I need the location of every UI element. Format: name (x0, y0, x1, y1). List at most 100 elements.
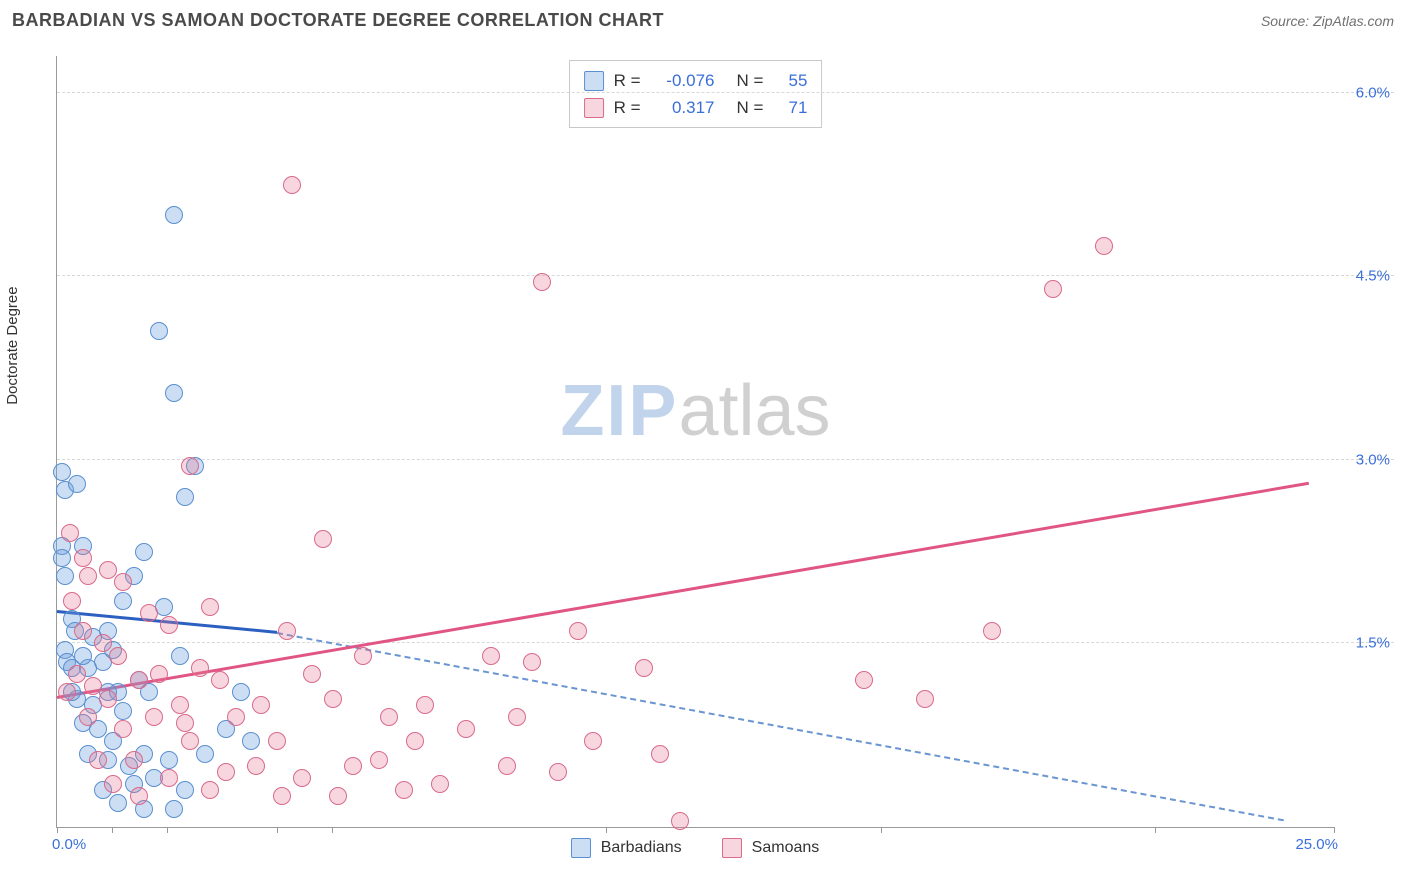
legend-swatch (571, 838, 591, 858)
info-r-label: R = (614, 67, 641, 94)
info-row: R =0.317N =71 (584, 94, 808, 121)
data-point (176, 781, 194, 799)
legend-label: Barbadians (601, 839, 682, 857)
data-point (201, 598, 219, 616)
data-point (201, 781, 219, 799)
data-point (125, 751, 143, 769)
data-point (79, 567, 97, 585)
chart-source: Source: ZipAtlas.com (1261, 13, 1394, 29)
data-point (273, 787, 291, 805)
data-point (145, 708, 163, 726)
data-point (171, 696, 189, 714)
data-point (354, 647, 372, 665)
x-tick (167, 827, 168, 833)
data-point (217, 763, 235, 781)
data-point (176, 488, 194, 506)
info-n-value: 71 (773, 94, 807, 121)
x-tick (332, 827, 333, 833)
data-point (268, 732, 286, 750)
data-point (181, 457, 199, 475)
data-point (252, 696, 270, 714)
data-point (171, 647, 189, 665)
data-point (508, 708, 526, 726)
chart-area: Doctorate Degree ZIPatlas R =-0.076N =55… (12, 48, 1394, 880)
data-point (99, 561, 117, 579)
data-point (232, 683, 250, 701)
data-point (109, 647, 127, 665)
data-point (314, 530, 332, 548)
trend-line (57, 481, 1309, 698)
data-point (523, 653, 541, 671)
data-point (191, 659, 209, 677)
data-point (380, 708, 398, 726)
data-point (176, 714, 194, 732)
gridline (57, 642, 1394, 643)
legend-swatch (722, 838, 742, 858)
x-tick (1334, 827, 1335, 833)
series-legend: Barbadians Samoans (56, 838, 1334, 858)
data-point (68, 475, 86, 493)
data-point (84, 677, 102, 695)
data-point (160, 751, 178, 769)
plot-region: ZIPatlas R =-0.076N =55R =0.317N =71 1.5… (56, 56, 1334, 828)
gridline (57, 459, 1394, 460)
data-point (569, 622, 587, 640)
data-point (114, 702, 132, 720)
info-r-value: 0.317 (651, 94, 715, 121)
gridline (57, 275, 1394, 276)
x-tick (277, 827, 278, 833)
data-point (160, 769, 178, 787)
data-point (498, 757, 516, 775)
info-r-value: -0.076 (651, 67, 715, 94)
data-point (130, 671, 148, 689)
legend-label: Samoans (752, 839, 820, 857)
info-r-label: R = (614, 94, 641, 121)
trend-line (276, 632, 1283, 821)
data-point (130, 787, 148, 805)
data-point (242, 732, 260, 750)
data-point (278, 622, 296, 640)
y-tick-label: 4.5% (1356, 268, 1390, 285)
data-point (109, 794, 127, 812)
gridline (57, 92, 1394, 93)
info-n-label: N = (737, 67, 764, 94)
data-point (114, 720, 132, 738)
data-point (165, 384, 183, 402)
data-point (406, 732, 424, 750)
chart-title: BARBADIAN VS SAMOAN DOCTORATE DEGREE COR… (12, 10, 664, 31)
correlation-info-box: R =-0.076N =55R =0.317N =71 (569, 60, 823, 128)
data-point (227, 708, 245, 726)
legend-item: Barbadians (571, 838, 682, 858)
x-tick (57, 827, 58, 833)
data-point (114, 592, 132, 610)
chart-header: BARBADIAN VS SAMOAN DOCTORATE DEGREE COR… (0, 0, 1406, 37)
data-point (135, 543, 153, 561)
data-point (293, 769, 311, 787)
y-tick-label: 6.0% (1356, 84, 1390, 101)
y-tick-label: 1.5% (1356, 635, 1390, 652)
data-point (584, 732, 602, 750)
data-point (211, 671, 229, 689)
data-point (63, 592, 81, 610)
data-point (74, 622, 92, 640)
data-point (855, 671, 873, 689)
legend-item: Samoans (722, 838, 820, 858)
data-point (181, 732, 199, 750)
data-point (303, 665, 321, 683)
y-axis-label: Doctorate Degree (4, 286, 21, 404)
x-tick (112, 827, 113, 833)
data-point (150, 665, 168, 683)
data-point (160, 616, 178, 634)
x-tick (1155, 827, 1156, 833)
data-point (150, 322, 168, 340)
data-point (165, 206, 183, 224)
data-point (155, 598, 173, 616)
x-tick (881, 827, 882, 833)
data-point (324, 690, 342, 708)
watermark-zip: ZIP (560, 371, 678, 451)
data-point (431, 775, 449, 793)
data-point (104, 775, 122, 793)
data-point (94, 634, 112, 652)
data-point (1044, 280, 1062, 298)
data-point (983, 622, 1001, 640)
